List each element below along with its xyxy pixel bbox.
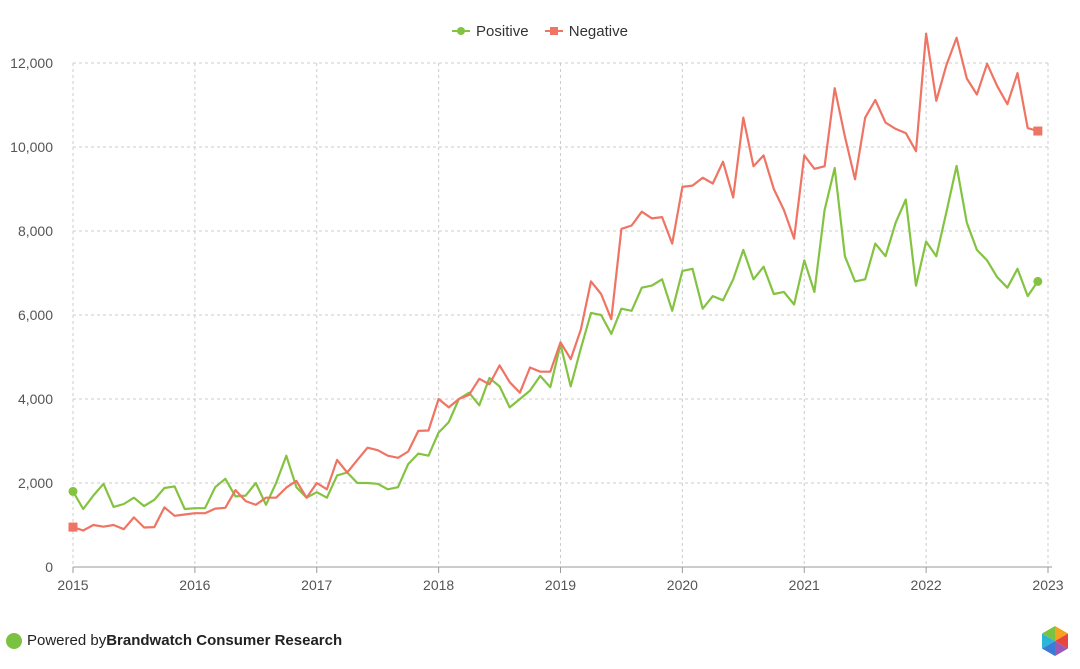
x-tick-label: 2019 xyxy=(545,577,576,593)
y-tick-label: 12,000 xyxy=(10,55,53,71)
series-line-negative xyxy=(71,32,1039,532)
legend-item-positive[interactable]: Positive xyxy=(452,23,529,40)
x-tick-label: 2023 xyxy=(1032,577,1063,593)
hexagon-logo-icon xyxy=(1042,626,1068,656)
y-tick-label: 6,000 xyxy=(18,307,53,323)
series-lines xyxy=(71,32,1039,532)
legend-label-positive: Positive xyxy=(476,22,529,40)
grid-lines xyxy=(72,62,1049,567)
y-tick-label: 8,000 xyxy=(18,223,53,239)
series-line-positive xyxy=(71,164,1039,511)
legend-item-negative[interactable]: Negative xyxy=(544,22,628,40)
y-tick-label: 0 xyxy=(45,559,53,575)
series-marker-negative-start xyxy=(68,522,78,532)
series-marker-positive-start xyxy=(68,486,78,496)
chart-legend: Positive Negative xyxy=(0,19,1080,40)
y-tick-label: 10,000 xyxy=(10,139,53,155)
x-tick-label: 2021 xyxy=(789,577,820,593)
y-tick-label: 4,000 xyxy=(18,391,53,407)
positive-line-icon xyxy=(452,27,471,35)
series-marker-positive-end xyxy=(1033,276,1043,286)
axes: 0 2,000 4,000 6,000 8,000 10,000 12,000 2015 201… xyxy=(10,55,1064,593)
x-tick-label: 2015 xyxy=(57,577,88,593)
x-tick-label: 2018 xyxy=(423,577,454,593)
legend-label-negative: Negative xyxy=(568,22,628,40)
powered-by-text: Powered by xyxy=(27,632,107,649)
y-tick-label: 2,000 xyxy=(18,475,53,491)
brandwatch-logo-icon xyxy=(6,632,22,649)
x-tick-label: 2017 xyxy=(301,577,332,593)
series-marker-negative-end xyxy=(1033,126,1043,136)
negative-line-icon xyxy=(544,27,563,35)
brand-name: Brandwatch Consumer Research xyxy=(106,632,343,649)
x-tick-label: 2016 xyxy=(179,577,210,593)
x-tick-label: 2020 xyxy=(667,577,698,593)
footer-credit: Powered by Brandwatch Consumer Research xyxy=(6,632,342,649)
series-end-markers xyxy=(68,126,1043,532)
x-tick-label: 2022 xyxy=(911,577,942,593)
